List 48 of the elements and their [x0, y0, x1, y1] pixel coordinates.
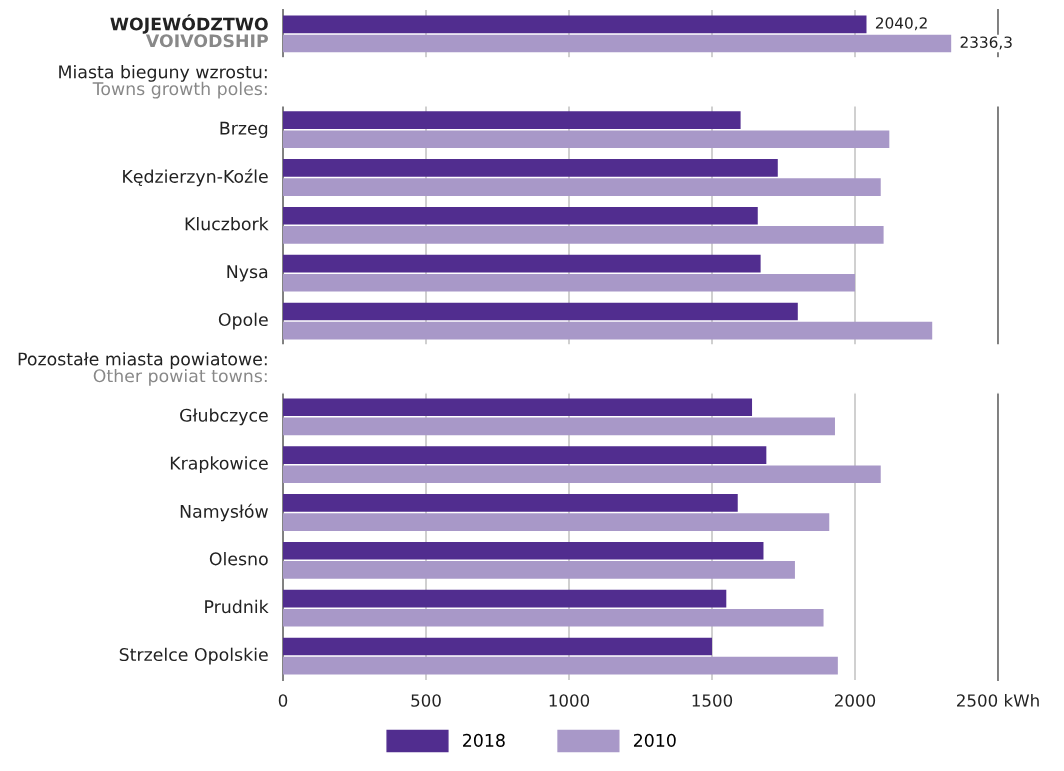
y-tick-label: Nysa [227, 265, 268, 282]
x-tick-label: 1000 [549, 694, 590, 707]
bar [283, 608, 824, 627]
bar [283, 321, 933, 340]
bar [283, 111, 741, 129]
y-tick-label: Brzeg [220, 121, 268, 139]
x-tick-label: 2500 kWh [957, 693, 1039, 707]
bar [283, 15, 867, 34]
legend-label: 2010 [633, 733, 676, 747]
bar [283, 561, 795, 579]
bar [283, 159, 778, 177]
x-tick-label: 500 [411, 694, 441, 707]
y-tick-label: Namysłów [180, 503, 268, 522]
x-tick-label: 1500 [692, 694, 733, 707]
bar [283, 254, 761, 273]
y-tick-label: Opole [218, 312, 268, 330]
bar [283, 302, 798, 321]
bar [283, 494, 738, 512]
y-tick-label: Krapkowice [170, 456, 268, 474]
bar [283, 589, 727, 608]
bar [283, 178, 881, 196]
y-tick-label: Głubczyce [180, 408, 268, 426]
y-tick-label: Strzelce Opolskie [119, 647, 268, 665]
bar [283, 273, 855, 292]
text: Pozostałe miasta powiatowe: Other powiat towns: [18, 352, 267, 386]
y-tick-label: Prudnik [205, 599, 269, 614]
bar [283, 398, 753, 417]
data-label: 2040,2 [875, 17, 927, 31]
x-tick-label: 2000 [835, 694, 876, 707]
bar [283, 130, 890, 149]
bar [283, 513, 830, 531]
bar [283, 417, 835, 436]
bar [283, 656, 838, 675]
text: Miasta bieguny wzrostu: Towns growth poles: [59, 64, 267, 99]
y-tick-label: WOJEWÓDZTWO VOIVODSHIP [110, 14, 268, 48]
bar [283, 637, 712, 656]
data-label: 2336,3 [960, 36, 1012, 50]
bar [283, 541, 764, 560]
y-tick-label: Olesno [209, 551, 268, 566]
bar [283, 34, 952, 53]
y-tick-label: Kędzierzyn-Koźle [123, 168, 268, 187]
bar [283, 226, 884, 244]
bar [283, 465, 881, 484]
y-tick-label: Kluczbork [185, 216, 269, 231]
x-tick-label: 0 [278, 694, 288, 707]
legend-label: 2018 [463, 733, 505, 747]
bar [283, 446, 767, 464]
bar [283, 206, 758, 225]
